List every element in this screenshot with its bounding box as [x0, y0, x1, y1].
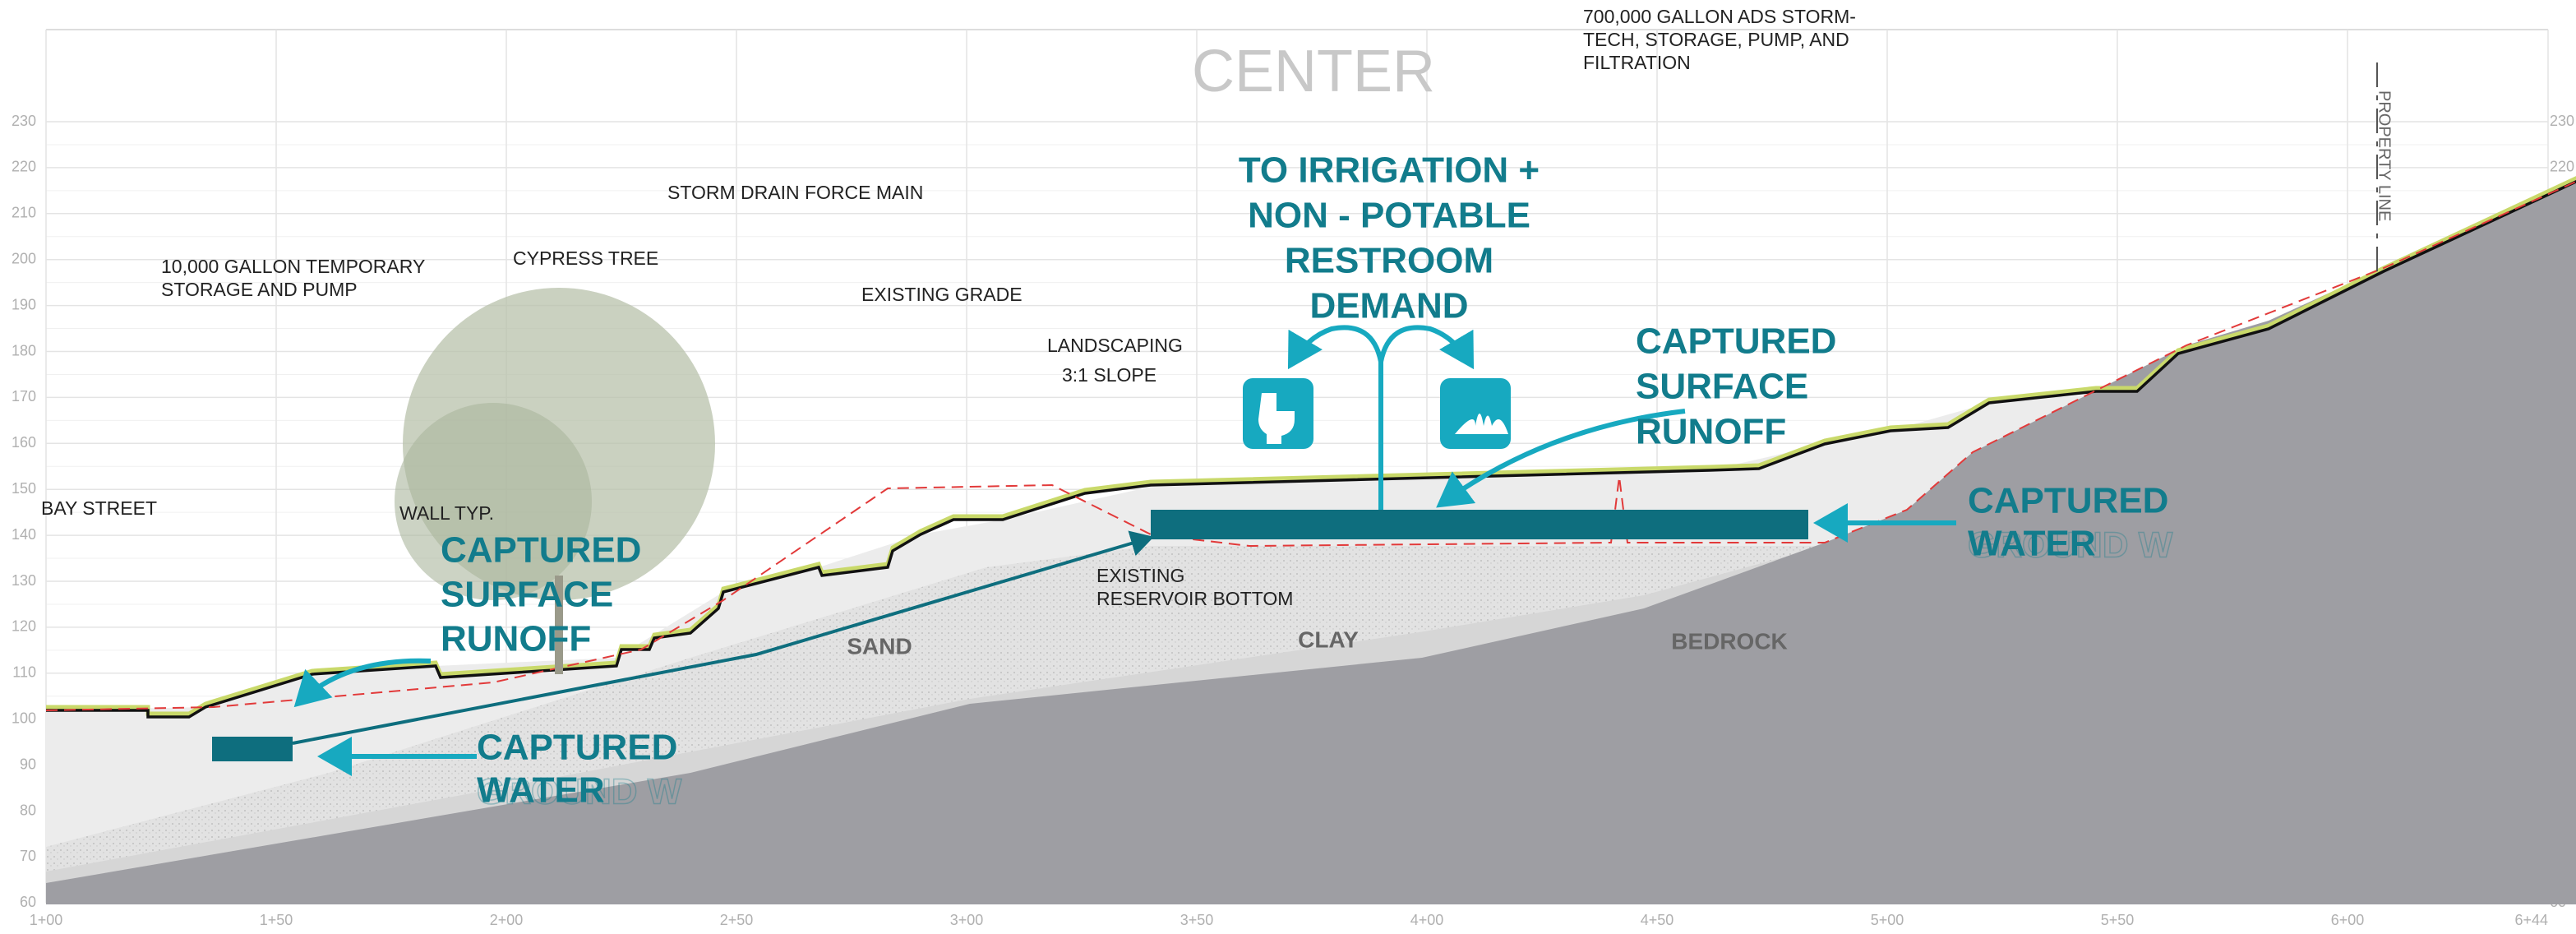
label: 700,000 GALLON ADS STORM-: [1583, 6, 1856, 27]
callout: CAPTURED: [441, 530, 641, 571]
label: CYPRESS TREE: [513, 247, 658, 269]
elevation-label: 220: [12, 159, 36, 175]
callout: RESTROOM: [1285, 241, 1493, 281]
callout: NON - POTABLE: [1248, 196, 1530, 236]
elevation-label: 60: [20, 894, 36, 910]
header-title: CENTER: [1192, 39, 1435, 104]
station-label: 5+50: [2101, 912, 2135, 928]
station-label: 4+50: [1641, 912, 1674, 928]
station-label: 3+00: [950, 912, 984, 928]
elevation-label: 100: [12, 710, 36, 726]
arrow: [1290, 327, 1381, 365]
label: 3:1 SLOPE: [1062, 364, 1156, 386]
elevation-label: 150: [12, 480, 36, 497]
station-label: 5+00: [1871, 912, 1904, 928]
elevation-label: 190: [12, 296, 36, 312]
label: BAY STREET: [41, 497, 157, 519]
elevation-label: 130: [12, 572, 36, 589]
temporary-tank: [212, 737, 293, 761]
elevation-label: 70: [20, 848, 36, 864]
callout: CAPTURED: [1636, 321, 1836, 362]
elevation-label: 220: [2550, 159, 2574, 175]
label: FILTRATION: [1583, 52, 1691, 73]
storage-tank: [1151, 510, 1808, 539]
irrigation-icon: [1440, 378, 1511, 449]
label: WALL TYP.: [399, 502, 494, 524]
station-label: 6+00: [2331, 912, 2365, 928]
callout: TO IRRIGATION +: [1239, 150, 1540, 191]
label: EXISTING GRADE: [861, 284, 1023, 305]
elevation-label: 170: [12, 388, 36, 405]
elevation-label: 180: [12, 342, 36, 358]
station-label: 2+00: [490, 912, 524, 928]
elevation-label: 80: [20, 802, 36, 818]
station-label: 1+00: [30, 912, 63, 928]
label: PROPERTY LINE: [2375, 90, 2394, 221]
callout: RUNOFF: [1636, 412, 1786, 452]
elevation-label: 90: [20, 756, 36, 772]
layer-label: CLAY: [1298, 627, 1359, 652]
layer-label: SAND: [847, 633, 912, 659]
label: STORM DRAIN FORCE MAIN: [667, 182, 923, 203]
label: EXISTING: [1096, 565, 1184, 586]
arrow: [1381, 327, 1471, 365]
station-label: 4+00: [1410, 912, 1444, 928]
elevation-label: 230: [12, 113, 36, 129]
callout: SURFACE: [1636, 367, 1808, 407]
layer-label: BEDROCK: [1671, 628, 1788, 654]
callout: WATER: [477, 770, 605, 811]
elevation-label: 200: [12, 250, 36, 266]
callout: RUNOFF: [441, 619, 591, 659]
station-label: 1+50: [260, 912, 293, 928]
elevation-label: 140: [12, 526, 36, 543]
callout: CAPTURED: [477, 728, 677, 768]
site-section: 2302302202202102102002001901901801801701…: [0, 0, 2576, 930]
label: STORAGE AND PUMP: [161, 279, 358, 300]
elevation-label: 210: [12, 205, 36, 221]
label: RESERVOIR BOTTOM: [1096, 588, 1293, 609]
station-label: 3+50: [1180, 912, 1214, 928]
station-label: 6+44: [2514, 912, 2548, 928]
callout: SURFACE: [441, 575, 613, 615]
elevation-label: 110: [12, 664, 36, 681]
cypress-tree: [395, 403, 592, 600]
elevation-label: 120: [12, 618, 36, 635]
elevation-label: 160: [12, 434, 36, 451]
station-label: 2+50: [720, 912, 754, 928]
callout: CAPTURED: [1968, 481, 2168, 521]
callout: DEMAND: [1309, 286, 1468, 326]
elevation-label: 230: [2550, 113, 2574, 129]
callout: WATER: [1968, 524, 2096, 564]
label: 10,000 GALLON TEMPORARY: [161, 256, 425, 277]
label: TECH, STORAGE, PUMP, AND: [1583, 29, 1849, 50]
label: LANDSCAPING: [1047, 335, 1183, 356]
